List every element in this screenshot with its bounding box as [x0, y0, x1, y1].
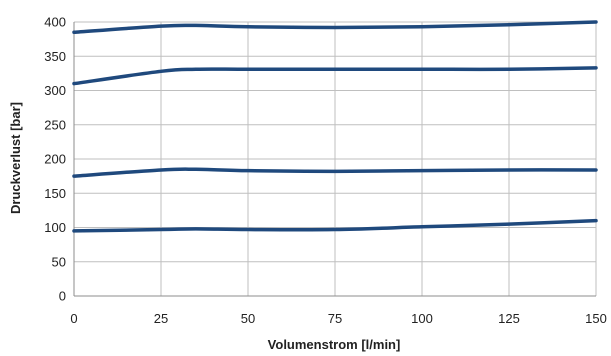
x-tick-label: 50: [241, 311, 255, 326]
y-tick-label: 200: [44, 152, 66, 167]
y-tick-label: 400: [44, 15, 66, 30]
x-tick-label: 0: [70, 311, 77, 326]
y-tick-label: 150: [44, 186, 66, 201]
y-tick-label: 350: [44, 49, 66, 64]
y-tick-label: 250: [44, 117, 66, 132]
y-axis-title: Druckverlust [bar]: [8, 102, 23, 214]
series-line-4: [72, 218, 598, 233]
x-axis-title: Volumenstrom [l/min]: [268, 337, 401, 352]
x-tick-label: 75: [328, 311, 342, 326]
x-tick-labels: 0 25 50 75 100 125 150: [70, 311, 606, 326]
x-tick-label: 150: [585, 311, 607, 326]
y-tick-label: 50: [52, 254, 66, 269]
series-lines: [72, 20, 598, 233]
y-tick-labels: 0 50 100 150 200 250 300 350 400: [44, 15, 66, 304]
y-tick-label: 0: [59, 289, 66, 304]
x-tick-label: 25: [154, 311, 168, 326]
x-tick-label: 100: [411, 311, 433, 326]
series-line-1: [72, 20, 598, 35]
x-tick-label: 125: [498, 311, 520, 326]
y-tick-label: 100: [44, 220, 66, 235]
series-line-2: [72, 66, 598, 86]
y-tick-label: 300: [44, 83, 66, 98]
series-line-3: [72, 167, 598, 178]
grid: [73, 21, 597, 297]
